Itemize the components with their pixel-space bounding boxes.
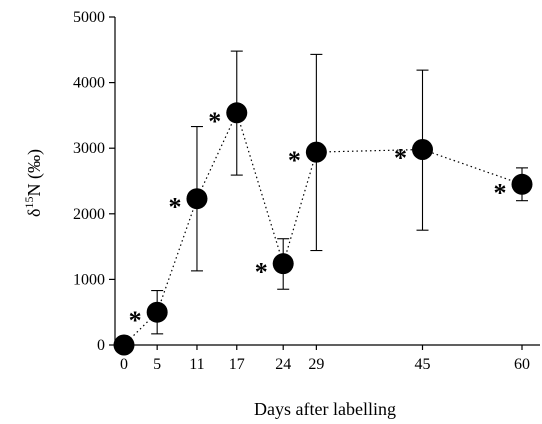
y-tick-label: 0 bbox=[97, 337, 105, 354]
x-tick-label: 5 bbox=[153, 356, 161, 373]
x-tick-label: 24 bbox=[275, 356, 291, 373]
x-ticks: 0 5 11 17 24 29 45 60 bbox=[120, 345, 530, 373]
y-tick-label: 4000 bbox=[73, 75, 105, 92]
data-point bbox=[511, 173, 533, 195]
y-tick-label: 5000 bbox=[73, 9, 105, 26]
significance-star: * bbox=[168, 193, 181, 222]
data-point bbox=[272, 253, 294, 275]
x-axis-title: Days after labelling bbox=[254, 399, 396, 419]
y-axis-title: δ15N (‰) bbox=[22, 149, 45, 217]
x-tick-label: 0 bbox=[120, 356, 128, 373]
data-point bbox=[146, 301, 168, 323]
y-tick-label: 2000 bbox=[73, 206, 105, 223]
x-tick-label: 11 bbox=[189, 356, 204, 373]
significance-star: * bbox=[208, 107, 221, 136]
y-tick-label: 1000 bbox=[73, 271, 105, 288]
y-ticks: 0 1000 2000 3000 4000 5000 bbox=[73, 9, 115, 354]
significance-star: * bbox=[129, 306, 142, 335]
x-tick-label: 60 bbox=[514, 356, 530, 373]
data-points bbox=[113, 102, 533, 356]
y-axis-title-superscript: 15 bbox=[22, 197, 36, 209]
data-point bbox=[412, 139, 433, 161]
y-axis-title-rest: N (‰) bbox=[24, 149, 45, 197]
significance-star: * bbox=[288, 146, 301, 175]
y-axis-title-symbol: δ bbox=[24, 209, 44, 217]
x-tick-label: 45 bbox=[415, 356, 431, 373]
x-tick-label: 29 bbox=[308, 356, 324, 373]
x-tick-label: 17 bbox=[229, 356, 245, 373]
axes bbox=[114, 17, 540, 346]
significance-markers: * * * * * * * bbox=[129, 107, 507, 335]
data-point bbox=[113, 334, 135, 356]
significance-star: * bbox=[255, 258, 268, 287]
error-bars bbox=[151, 50, 528, 335]
data-point bbox=[186, 188, 208, 210]
data-point bbox=[305, 141, 327, 163]
data-point bbox=[226, 102, 248, 124]
significance-star: * bbox=[494, 178, 507, 207]
significance-star: * bbox=[394, 144, 407, 173]
y-tick-label: 3000 bbox=[73, 140, 105, 157]
